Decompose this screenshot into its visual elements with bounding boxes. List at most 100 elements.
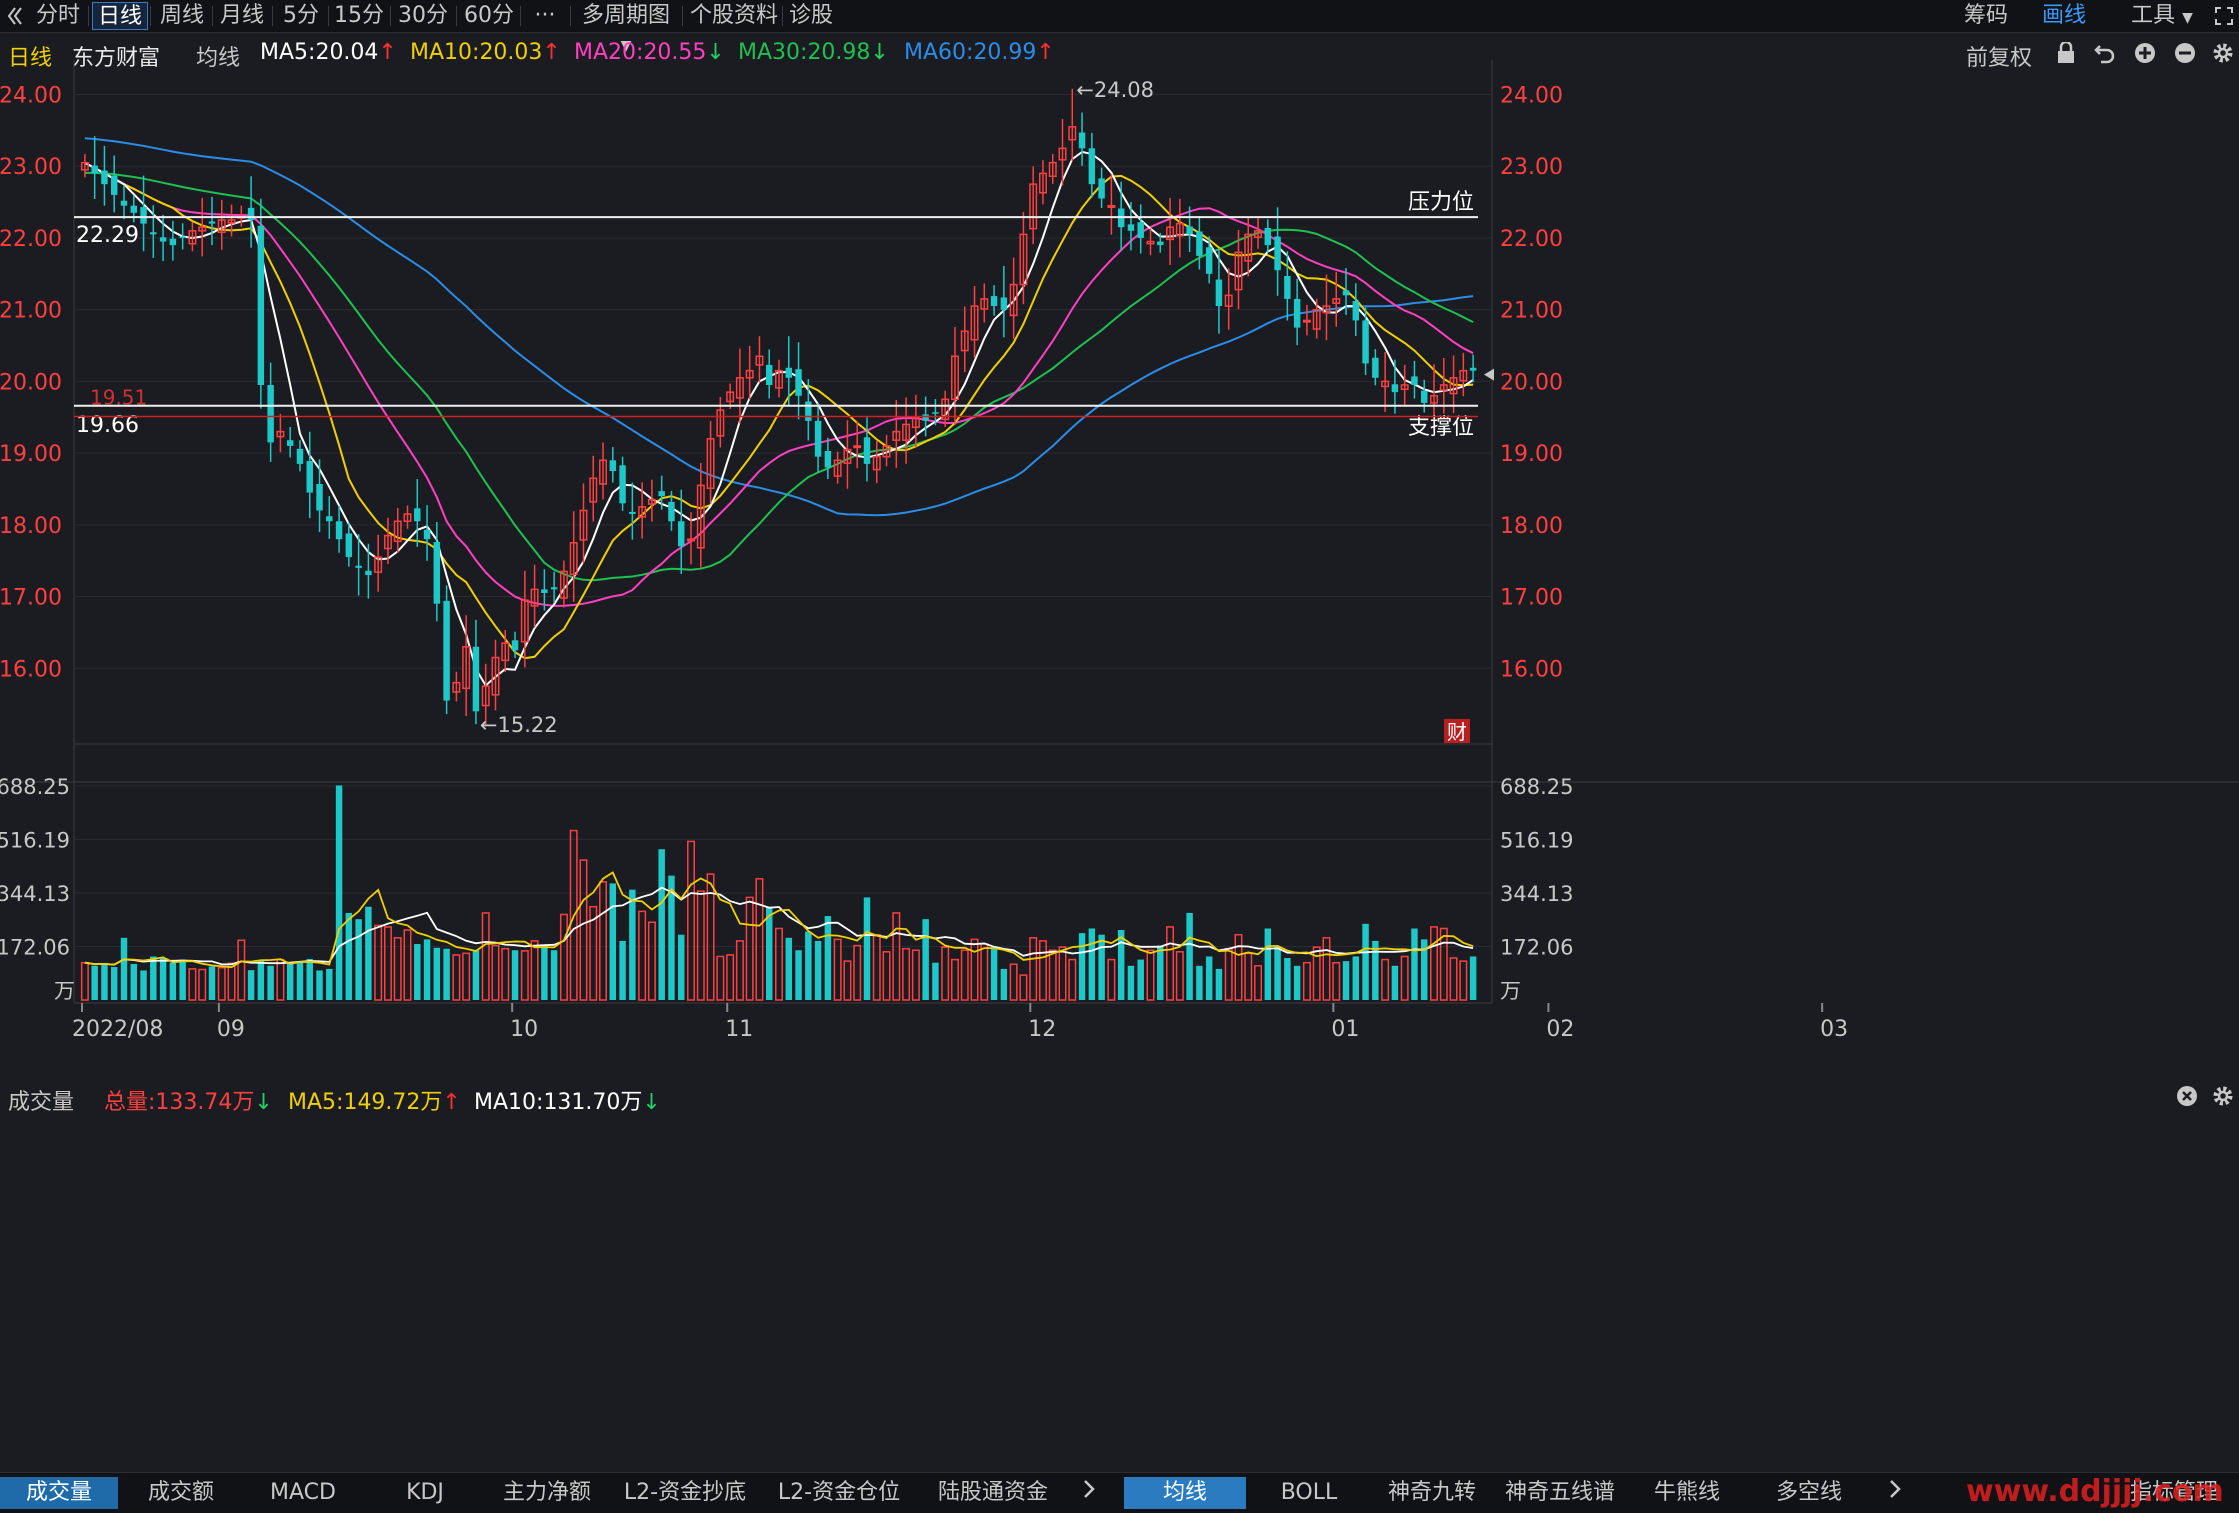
volume-bar <box>1391 965 1399 1000</box>
tab-daily[interactable]: 日线 <box>92 2 148 30</box>
tab-magic-nine[interactable]: 神奇九转 <box>1387 1480 1476 1505</box>
scroll-left-tabs-button[interactable] <box>1074 1477 1104 1509</box>
volume-bar <box>247 970 255 1000</box>
price-tick-left: 19.00 <box>0 442 62 467</box>
volume-bar <box>589 905 598 1001</box>
kline-chart[interactable]: 24.00 24.00 23.00 23.00 22.00 22.00 21.00 21.00… <box>0 0 2239 1470</box>
tab-30min[interactable]: 30分 <box>398 3 448 28</box>
period-toolbar: 分时 日线 周线 月线 5分 15分 30分 60分 ··· 多周期图 ▼ 个股… <box>0 0 2239 54</box>
tab-monthly[interactable]: 月线 <box>219 3 264 28</box>
candle-body <box>638 506 647 518</box>
volume-bar <box>326 968 333 1000</box>
lock-icon <box>2058 40 2074 63</box>
volume-bar <box>1117 930 1125 1000</box>
tab-60min[interactable]: 60分 <box>464 3 514 28</box>
candle-body <box>335 521 343 540</box>
candle-body <box>1469 367 1477 371</box>
volume-bar <box>1322 937 1331 1001</box>
candle-body <box>120 200 128 206</box>
tab-magic-five[interactable]: 神奇五线谱 <box>1504 1480 1615 1505</box>
volume-bar <box>1332 961 1341 1001</box>
volume-settings-button[interactable] <box>2212 1085 2234 1113</box>
tab-turnover[interactable]: 成交额 <box>147 1480 214 1505</box>
tab-main-net[interactable]: 主力净额 <box>502 1480 591 1505</box>
more-periods-button[interactable]: ··· <box>534 3 556 28</box>
back-button[interactable] <box>4 2 26 30</box>
gear-icon <box>2213 43 2233 63</box>
x-tick-label: 2022/08 <box>72 1017 163 1042</box>
candle-body <box>1186 226 1193 235</box>
tab-l2-bottom[interactable]: L2-资金抄底 <box>623 1480 747 1505</box>
candle-body <box>559 570 568 599</box>
tab-bull-bear[interactable]: 牛熊线 <box>1653 1480 1720 1505</box>
scroll-right-tabs-button[interactable] <box>1880 1477 1910 1509</box>
volume-bar <box>833 938 842 1001</box>
candle-body <box>619 465 626 504</box>
gear-icon <box>2213 1086 2233 1106</box>
volume-bar <box>668 875 675 1000</box>
tab-intraday[interactable]: 分时 <box>35 3 80 28</box>
tab-5min[interactable]: 5分 <box>283 3 319 28</box>
volume-bar <box>569 829 578 1001</box>
resistance-value: 22.29 <box>76 223 139 248</box>
volume-bar <box>1254 965 1263 1001</box>
candle-body <box>1009 283 1018 317</box>
volume-bar <box>393 937 402 1001</box>
tab-boll[interactable]: BOLL <box>1280 1480 1338 1505</box>
tab-l2-position[interactable]: L2-资金仓位 <box>777 1480 901 1505</box>
undo-button[interactable] <box>2094 42 2116 70</box>
lock-button[interactable] <box>2056 40 2076 70</box>
candle-body <box>150 232 157 235</box>
volume-bar <box>1411 928 1418 1000</box>
candle-body <box>1244 233 1253 262</box>
draw-button[interactable]: 画线 <box>2041 3 2086 28</box>
tab-15min[interactable]: 15分 <box>334 3 384 28</box>
candle-body <box>80 161 89 171</box>
tab-macd[interactable]: MACD <box>270 1480 336 1505</box>
divider <box>212 6 213 26</box>
zoom-in-button[interactable] <box>2134 42 2156 70</box>
candle-body <box>1459 369 1468 382</box>
candle-body <box>1078 132 1086 149</box>
diagnose-button[interactable]: 诊股 <box>788 3 833 28</box>
tab-ma[interactable]: 均线 <box>1124 1477 1246 1509</box>
price-ma-lines <box>84 137 1474 688</box>
ma-label[interactable]: 均线 <box>196 46 241 71</box>
candle-body <box>1157 241 1164 246</box>
divider <box>782 6 783 26</box>
candle-body <box>365 570 372 576</box>
divider <box>456 6 457 26</box>
stock-profile-button[interactable]: 个股资料 <box>689 3 778 28</box>
candle-body <box>687 538 695 542</box>
chips-button[interactable]: 筹码 <box>1963 3 2008 28</box>
settings-button[interactable] <box>2212 42 2234 70</box>
indicator-manage-button[interactable]: 指标管理 <box>2129 1480 2218 1505</box>
divider <box>682 6 683 26</box>
volume-tick-right: 344.13 <box>1500 882 1573 906</box>
fullscreen-button[interactable] <box>2212 2 2236 30</box>
price-tick-left: 24.00 <box>0 84 62 109</box>
close-volume-button[interactable] <box>2176 1085 2198 1113</box>
tab-weekly[interactable]: 周线 <box>159 3 204 28</box>
volume-bar <box>735 940 744 1001</box>
tab-long-short[interactable]: 多空线 <box>1775 1480 1842 1505</box>
zoom-out-button[interactable] <box>2174 42 2196 70</box>
volume-bar <box>296 961 304 1000</box>
candle-body <box>1205 247 1213 274</box>
candle-body <box>1391 384 1399 393</box>
volume-bar <box>541 944 548 1000</box>
candle-body <box>1439 384 1448 391</box>
tools-dropdown[interactable]: 工具 ▼ <box>2118 2 2206 30</box>
tab-northbound[interactable]: 陆股通资金 <box>937 1480 1048 1505</box>
adjust-control[interactable]: 前复权 <box>1966 40 2032 72</box>
candle-body <box>227 219 236 224</box>
volume-bar <box>227 962 236 1001</box>
double-chevron-left-icon <box>7 7 22 25</box>
price-tick-left: 23.00 <box>0 155 62 180</box>
tab-kdj[interactable]: KDJ <box>406 1480 444 1505</box>
price-tick-right: 23.00 <box>1500 155 1563 180</box>
volume-unit-right: 万 <box>1500 979 1521 1003</box>
tab-volume[interactable]: 成交量 <box>0 1477 118 1509</box>
candles <box>80 88 1477 726</box>
multi-period-dropdown[interactable]: 多周期图 ▼ <box>574 2 678 54</box>
